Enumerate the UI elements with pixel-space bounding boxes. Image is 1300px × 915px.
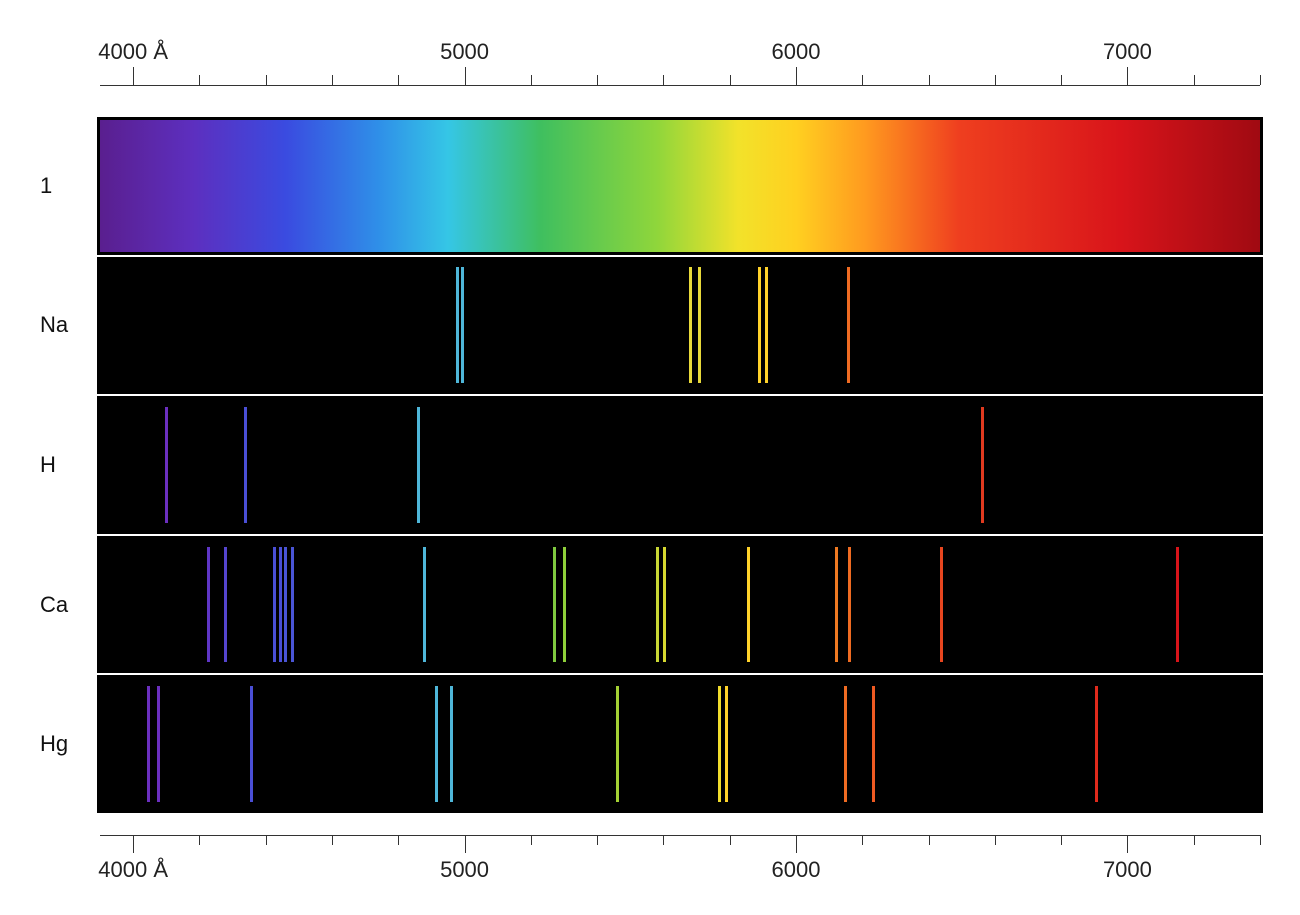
top-axis-tick [597,75,598,85]
bottom-axis-tick [531,835,532,845]
spectral-line [456,267,459,383]
spectral-line [848,547,851,663]
spectral-line [758,267,761,383]
spectral-line [765,267,768,383]
spectrum-figure: 4000 Å 5000 6000 7000 4000 Å 5000 6000 7000 1 Na H… [0,0,1300,915]
bottom-axis-tick [199,835,200,845]
spectral-line [423,547,426,663]
bottom-axis-tick [862,835,863,845]
spectral-line [207,547,210,663]
row-label-ca: Ca [40,592,68,618]
top-axis-label: 4000 Å [98,39,168,65]
spectral-line [718,686,721,802]
spectral-line [279,547,282,663]
spectral-line [616,686,619,802]
top-axis-tick [133,67,134,85]
top-axis-tick [1260,75,1261,85]
spectral-line [689,267,692,383]
top-axis-tick [1127,67,1128,85]
top-axis-tick [465,67,466,85]
top-axis-tick [199,75,200,85]
bottom-axis-tick [995,835,996,845]
top-axis-label: 5000 [440,39,489,65]
top-axis-tick [929,75,930,85]
top-axis-tick [332,75,333,85]
spectral-line [157,686,160,802]
bottom-axis-tick [1194,835,1195,845]
top-axis-tick [995,75,996,85]
row-label-hg: Hg [40,731,68,757]
bottom-axis-line [100,835,1260,836]
spectral-line [273,547,276,663]
spectral-line [147,686,150,802]
spectral-line [835,547,838,663]
top-axis-label: 6000 [772,39,821,65]
top-axis-tick [663,75,664,85]
spectral-line [872,686,875,802]
bottom-axis-tick [663,835,664,845]
spectral-line [847,267,850,383]
spectral-line [435,686,438,802]
bottom-axis-tick [332,835,333,845]
spectral-line [284,547,287,663]
top-axis-tick [862,75,863,85]
top-axis-tick [730,75,731,85]
spectral-line [844,686,847,802]
top-axis-tick [398,75,399,85]
emission-band-hg [100,678,1260,810]
top-axis-tick [796,67,797,85]
spectral-line [725,686,728,802]
bottom-axis-tick [465,835,466,853]
top-axis-tick [266,75,267,85]
bottom-axis-tick [1127,835,1128,853]
spectral-line [698,267,701,383]
spectral-line [663,547,666,663]
spectral-line [656,547,659,663]
spectral-line [291,547,294,663]
row-label-h: H [40,452,56,478]
bottom-axis-tick [796,835,797,853]
bottom-axis-tick [1061,835,1062,845]
spectral-line [165,407,168,523]
spectral-line [1176,547,1179,663]
spectral-line [250,686,253,802]
spectral-line [450,686,453,802]
bottom-axis-tick [929,835,930,845]
emission-band-ca [100,539,1260,671]
spectral-line [224,547,227,663]
row-label-na: Na [40,312,68,338]
bottom-axis-label: 6000 [772,857,821,883]
top-axis-line [100,85,1260,86]
bottom-axis-tick [398,835,399,845]
emission-band-na [100,260,1260,392]
spectral-line [940,547,943,663]
bottom-axis-label: 4000 Å [98,857,168,883]
top-axis-tick [1061,75,1062,85]
bottom-axis-tick [266,835,267,845]
spectral-line [981,407,984,523]
spectral-line [1095,686,1098,802]
spectral-line [563,547,566,663]
bottom-axis-tick [133,835,134,853]
bottom-axis-label: 7000 [1103,857,1152,883]
top-axis-tick [531,75,532,85]
spectral-line [553,547,556,663]
bottom-axis-tick [597,835,598,845]
emission-band-h [100,399,1260,531]
spectral-line [747,547,750,663]
row-label-continuous: 1 [40,173,52,199]
bottom-axis-tick [730,835,731,845]
top-axis-label: 7000 [1103,39,1152,65]
continuous-spectrum-band [100,120,1260,252]
bottom-axis-tick [1260,835,1261,845]
bottom-axis-label: 5000 [440,857,489,883]
spectral-line [461,267,464,383]
top-axis-tick [1194,75,1195,85]
spectral-line [244,407,247,523]
spectral-line [417,407,420,523]
